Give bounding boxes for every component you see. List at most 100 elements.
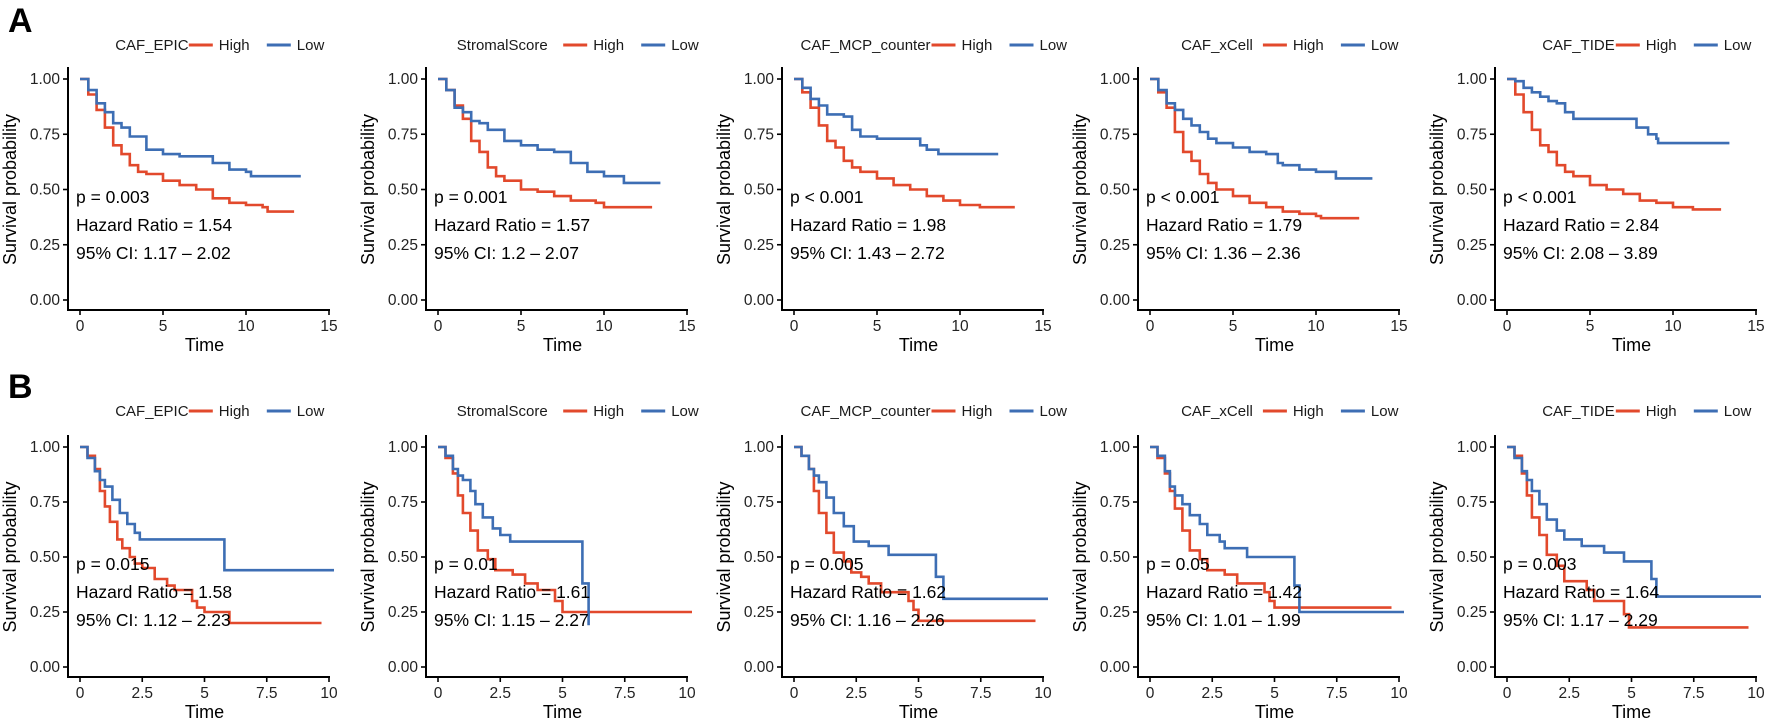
y-axis-title: Survival probability: [714, 481, 734, 632]
x-tick-label: 7.5: [256, 685, 278, 702]
y-tick-label: 0.00: [1100, 292, 1131, 309]
confidence-interval-label: 95% CI: 2.08 – 3.89: [1503, 243, 1658, 263]
y-tick-label: 0.75: [30, 494, 60, 511]
legend-title: CAF_xCell: [1181, 37, 1253, 54]
survival-curve-high: [80, 77, 295, 213]
x-tick-label: 7.5: [970, 685, 992, 702]
x-tick-label: 10: [678, 685, 696, 702]
legend-title: CAF_EPIC: [115, 403, 189, 420]
y-tick-label: 0.25: [1457, 604, 1487, 621]
y-tick-label: 0.75: [30, 126, 60, 143]
x-axis-title: Time: [1612, 335, 1651, 355]
p-value-label: p = 0.05: [1146, 554, 1210, 574]
y-tick-label: 0.00: [1457, 292, 1488, 309]
x-tick-label: 0: [434, 318, 443, 335]
y-tick-label: 0.75: [388, 126, 418, 143]
x-tick-label: 5: [159, 318, 168, 335]
p-value-label: p < 0.001: [1146, 187, 1219, 207]
y-tick-label: 1.00: [1100, 439, 1131, 456]
y-axis-title: Survival probability: [714, 114, 734, 265]
survival-curve-low: [1507, 445, 1761, 598]
legend-title: CAF_xCell: [1181, 403, 1253, 420]
hazard-ratio-label: Hazard Ratio = 1.79: [1146, 215, 1302, 235]
y-tick-label: 0.25: [1457, 237, 1487, 254]
y-tick-label: 0.00: [30, 659, 61, 676]
y-tick-label: 0.50: [1457, 182, 1488, 199]
x-tick-label: 15: [678, 318, 695, 335]
hazard-ratio-label: Hazard Ratio = 1.42: [1146, 582, 1302, 602]
x-tick-label: 10: [595, 318, 613, 335]
km-panel-b-caf-xcell: CAF_xCell High Low 0.00 0.25 0.50 0.75 1.00 0 2.5…: [1070, 403, 1408, 722]
km-panel-b-caf-mcp-counter: CAF_MCP_counter High Low 0.00 0.25 0.50 0.75 1.…: [714, 403, 1067, 722]
y-tick-label: 0.00: [1100, 659, 1131, 676]
x-tick-label: 5: [1270, 685, 1279, 702]
x-tick-label: 15: [1034, 318, 1051, 335]
x-axis-title: Time: [543, 702, 582, 722]
legend-title: StromalScore: [457, 37, 548, 54]
y-tick-label: 0.25: [30, 604, 60, 621]
legend-label-low: Low: [297, 403, 325, 420]
legend-title: CAF_MCP_counter: [801, 403, 931, 420]
y-tick-label: 1.00: [744, 439, 775, 456]
x-tick-label: 10: [237, 318, 255, 335]
x-tick-label: 15: [1390, 318, 1407, 335]
y-tick-label: 1.00: [1457, 71, 1488, 88]
confidence-interval-label: 95% CI: 1.12 – 2.23: [76, 610, 231, 630]
x-tick-label: 0: [1146, 318, 1155, 335]
x-axis-title: Time: [543, 335, 582, 355]
legend: StromalScore High Low: [457, 403, 699, 420]
y-tick-label: 0.50: [1100, 182, 1131, 199]
x-axis-title: Time: [1255, 335, 1294, 355]
y-tick-label: 0.25: [744, 237, 774, 254]
confidence-interval-label: 95% CI: 1.01 – 1.99: [1146, 610, 1301, 630]
y-tick-label: 0.50: [388, 182, 419, 199]
legend: CAF_MCP_counter High Low: [801, 37, 1068, 54]
legend-label-low: Low: [1040, 37, 1068, 54]
legend-label-low: Low: [1040, 403, 1068, 420]
survival-curve-high: [438, 77, 653, 209]
survival-curve-high: [1507, 445, 1749, 629]
legend-label-low: Low: [1371, 403, 1399, 420]
x-tick-label: 5: [914, 685, 923, 702]
km-panel-a-stromalscore: StromalScore High Low 0.00 0.25 0.50 0.75 1.00 0…: [358, 37, 699, 355]
survival-curve-high: [80, 445, 322, 625]
x-tick-label: 0: [790, 318, 799, 335]
hazard-ratio-label: Hazard Ratio = 1.98: [790, 215, 946, 235]
hazard-ratio-label: Hazard Ratio = 1.57: [434, 215, 590, 235]
y-tick-label: 0.50: [30, 549, 61, 566]
x-tick-label: 0: [76, 685, 85, 702]
legend-label-low: Low: [297, 37, 325, 54]
legend-label-high: High: [1646, 37, 1677, 54]
y-tick-label: 0.75: [1457, 494, 1487, 511]
y-tick-label: 0.25: [388, 237, 418, 254]
x-tick-label: 7.5: [1326, 685, 1348, 702]
legend: CAF_MCP_counter High Low: [801, 403, 1068, 420]
km-panel-a-caf-xcell: CAF_xCell High Low 0.00 0.25 0.50 0.75 1.00 0 5 10…: [1070, 37, 1408, 355]
legend: StromalScore High Low: [457, 37, 699, 54]
x-tick-label: 0: [76, 318, 85, 335]
legend: CAF_EPIC High Low: [115, 403, 324, 420]
y-tick-label: 0.25: [388, 604, 418, 621]
x-tick-label: 0: [1503, 685, 1512, 702]
x-axis-title: Time: [185, 702, 224, 722]
legend: CAF_xCell High Low: [1181, 37, 1398, 54]
x-tick-label: 2.5: [489, 685, 511, 702]
y-tick-label: 0.75: [744, 494, 774, 511]
legend-label-low: Low: [1371, 37, 1399, 54]
legend: CAF_TIDE High Low: [1542, 403, 1751, 420]
x-axis-title: Time: [1255, 702, 1294, 722]
y-tick-label: 1.00: [744, 71, 775, 88]
legend: CAF_xCell High Low: [1181, 403, 1398, 420]
y-tick-label: 0.00: [1457, 659, 1488, 676]
x-tick-label: 2.5: [1201, 685, 1223, 702]
legend-title: StromalScore: [457, 403, 548, 420]
x-tick-label: 10: [1664, 318, 1682, 335]
x-tick-label: 7.5: [614, 685, 636, 702]
x-tick-label: 0: [434, 685, 443, 702]
x-tick-label: 5: [1229, 318, 1238, 335]
p-value-label: p = 0.015: [76, 554, 149, 574]
confidence-interval-label: 95% CI: 1.43 – 2.72: [790, 243, 945, 263]
x-tick-label: 10: [1747, 685, 1765, 702]
hazard-ratio-label: Hazard Ratio = 1.62: [790, 582, 946, 602]
